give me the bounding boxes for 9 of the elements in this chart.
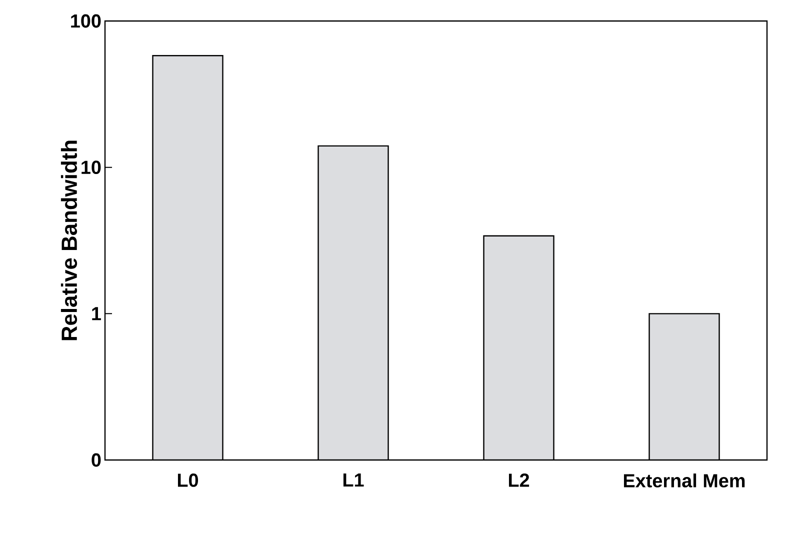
y-axis-title: Relative Bandwidth — [60, 140, 78, 340]
y-tick-label: 10 — [82, 160, 101, 174]
y-tick-label: 0 — [92, 453, 101, 467]
x-tick-label: L0 — [178, 474, 198, 487]
y-tick-label: 1 — [92, 307, 101, 320]
x-tick-label: External Mem — [624, 474, 745, 488]
y-tick-label: 100 — [71, 14, 101, 28]
x-tick-label: L2 — [508, 474, 530, 487]
x-tick-label: L1 — [343, 474, 364, 487]
